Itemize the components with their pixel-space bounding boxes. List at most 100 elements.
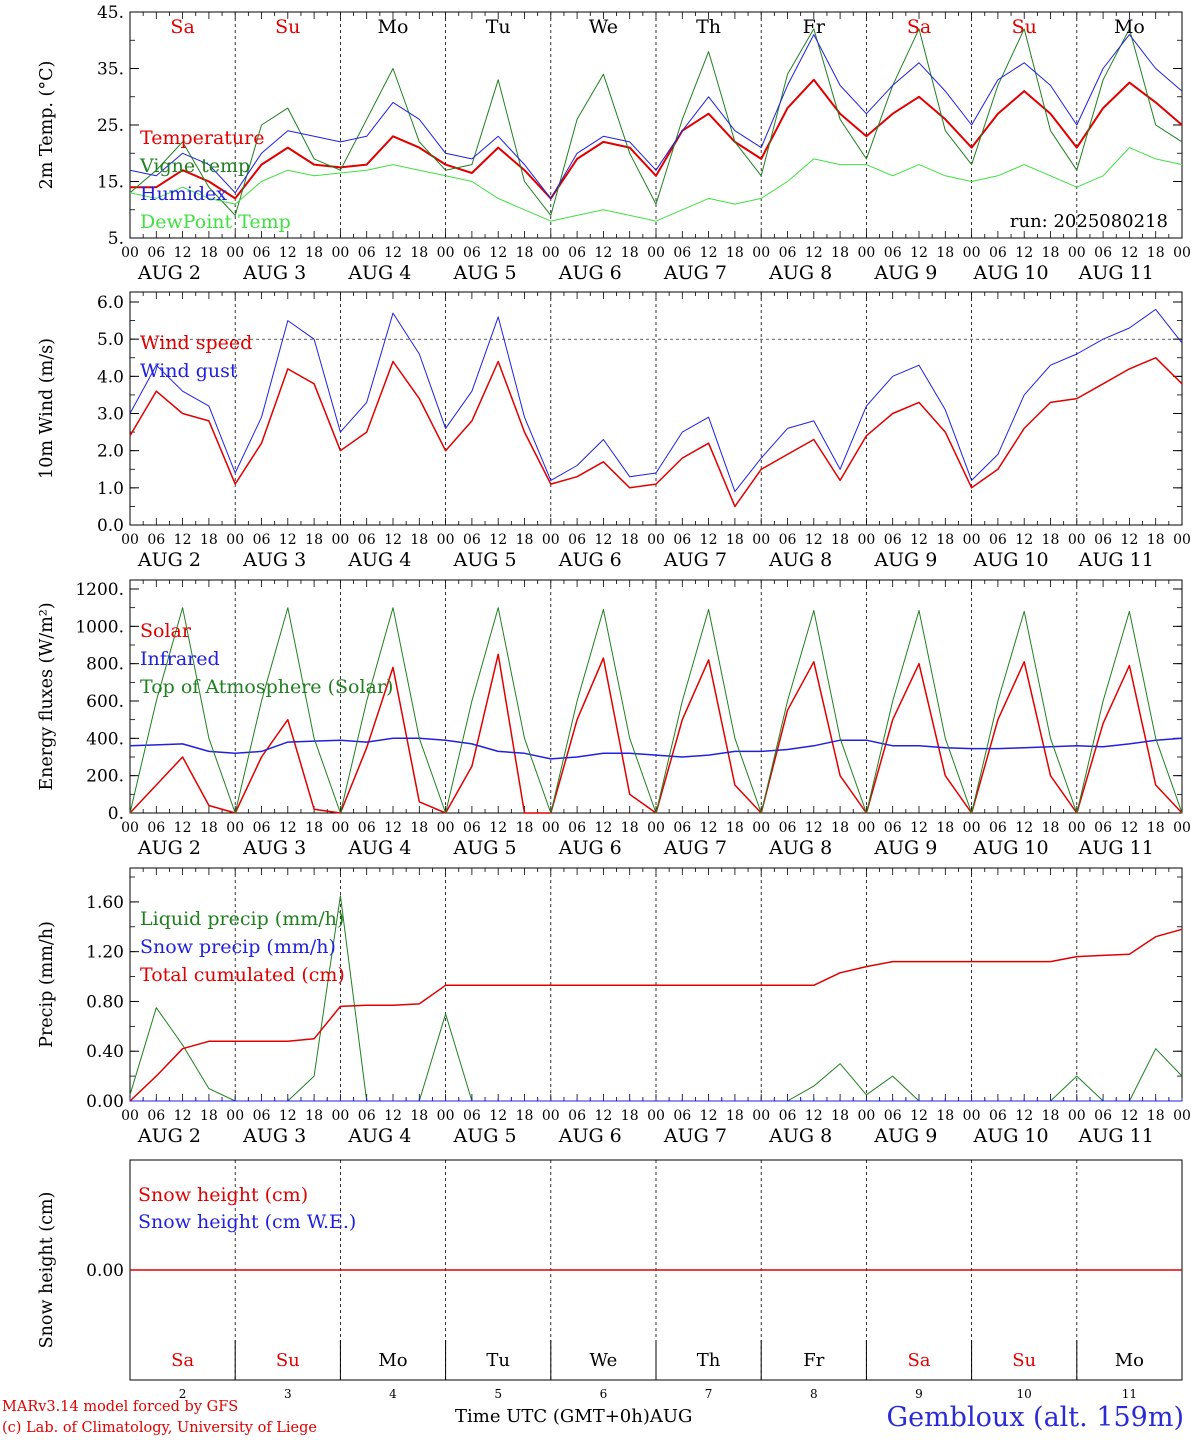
legend-entry: Snow height (cm) bbox=[138, 1184, 308, 1206]
series-line-temperature bbox=[130, 78, 1183, 200]
y-axis-label: 2m Temp. (°C) bbox=[37, 61, 57, 190]
hour-tick-label: 18 bbox=[726, 1108, 744, 1124]
hour-tick-label: 12 bbox=[1015, 245, 1033, 261]
hour-tick-label: 06 bbox=[673, 1108, 691, 1124]
bottom-day-number: 5 bbox=[494, 1387, 502, 1401]
hour-tick-label: 00 bbox=[121, 1108, 139, 1124]
hour-tick-label: 06 bbox=[884, 1108, 902, 1124]
day-name-label: Sa bbox=[170, 16, 194, 38]
hour-tick-label: 06 bbox=[989, 820, 1007, 836]
hour-tick-label: 00 bbox=[752, 1108, 770, 1124]
hour-tick-label: 00 bbox=[857, 820, 875, 836]
hour-tick-label: 06 bbox=[463, 532, 481, 548]
hour-tick-label: 18 bbox=[410, 245, 428, 261]
legend-entry: Liquid precip (mm/h) bbox=[140, 908, 344, 930]
legend-entry: Humidex bbox=[140, 183, 227, 205]
y-tick-label: 1.20 bbox=[86, 943, 124, 963]
hour-tick-label: 00 bbox=[121, 532, 139, 548]
hour-tick-label: 00 bbox=[647, 820, 665, 836]
date-label: AUG 9 bbox=[873, 262, 937, 284]
bottom-day-number: 9 bbox=[915, 1387, 923, 1401]
hour-tick-label: 00 bbox=[226, 245, 244, 261]
hour-tick-label: 12 bbox=[384, 1108, 402, 1124]
hour-tick-label: 12 bbox=[489, 532, 507, 548]
day-name-label: Su bbox=[1012, 16, 1037, 38]
hour-tick-label: 00 bbox=[331, 1108, 349, 1124]
panel-precip: 1.60 1.20 0.80 0.40 0.00 Precip (mm/h) Liquid … bbox=[37, 867, 1191, 1147]
date-label: AUG 5 bbox=[453, 262, 517, 284]
hour-tick-label: 00 bbox=[1173, 245, 1191, 261]
date-label: AUG 9 bbox=[873, 1125, 937, 1147]
hour-tick-label: 00 bbox=[226, 1108, 244, 1124]
hour-tick-label: 12 bbox=[700, 245, 718, 261]
hour-tick-label: 06 bbox=[253, 532, 271, 548]
hour-tick-label: 18 bbox=[936, 245, 954, 261]
hour-tick-label: 18 bbox=[936, 820, 954, 836]
date-label: AUG 7 bbox=[663, 837, 727, 859]
y-tick-label: 0. bbox=[108, 804, 124, 824]
hour-tick-label: 12 bbox=[1120, 532, 1138, 548]
hour-tick-label: 12 bbox=[279, 532, 297, 548]
date-label: AUG 2 bbox=[137, 262, 201, 284]
y-tick-label: 400. bbox=[86, 729, 124, 749]
bottom-day-number: 4 bbox=[389, 1387, 397, 1401]
hour-tick-label: 00 bbox=[963, 1108, 981, 1124]
y-tick-label: 4.0 bbox=[97, 367, 124, 387]
date-label: AUG 4 bbox=[347, 549, 411, 571]
y-tick-label: 6.0 bbox=[97, 293, 124, 313]
hour-tick-label: 12 bbox=[1120, 1108, 1138, 1124]
hour-tick-label: 06 bbox=[253, 1108, 271, 1124]
y-tick-label: 0.0 bbox=[97, 516, 124, 536]
hour-tick-label: 18 bbox=[726, 245, 744, 261]
series-line-wind-speed bbox=[129, 357, 1183, 508]
date-label: AUG 4 bbox=[347, 262, 411, 284]
date-label: AUG 9 bbox=[873, 837, 937, 859]
hour-tick-label: 06 bbox=[568, 245, 586, 261]
hour-tick-label: 18 bbox=[831, 245, 849, 261]
y-tick-label: 0.80 bbox=[86, 992, 124, 1012]
legend-entry: DewPoint Temp bbox=[140, 211, 291, 233]
hour-tick-label: 00 bbox=[542, 245, 560, 261]
date-label: AUG 5 bbox=[453, 837, 517, 859]
hour-tick-label: 00 bbox=[647, 532, 665, 548]
series-line-vigne-temp bbox=[129, 28, 1183, 216]
lab-credit: (c) Lab. of Climatology, University of L… bbox=[2, 1420, 317, 1436]
hour-tick-label: 06 bbox=[358, 820, 376, 836]
hour-tick-label: 00 bbox=[331, 820, 349, 836]
date-label: AUG 6 bbox=[558, 549, 622, 571]
hour-tick-label: 00 bbox=[647, 245, 665, 261]
date-label: AUG 5 bbox=[453, 549, 517, 571]
y-tick-label: 1.0 bbox=[97, 479, 124, 499]
hour-tick-label: 06 bbox=[358, 1108, 376, 1124]
hour-tick-label: 12 bbox=[1015, 1108, 1033, 1124]
hour-tick-label: 18 bbox=[305, 245, 323, 261]
hour-tick-label: 18 bbox=[516, 245, 534, 261]
hour-tick-label: 18 bbox=[1042, 1108, 1060, 1124]
hour-tick-label: 18 bbox=[200, 245, 218, 261]
legend-entry: Solar bbox=[140, 620, 192, 642]
bottom-day-name: Mo bbox=[378, 1350, 407, 1371]
panel-snow: 0.00 Snow height (cm) Snow height (cm) Snow… bbox=[37, 1159, 1183, 1401]
y-tick-label: 5. bbox=[108, 229, 124, 249]
panel-wind: 6.0 5.0 4.0 3.0 2.0 1.0 0.0 10m Wind (m/s) Wind … bbox=[37, 291, 1191, 571]
hour-tick-label: 06 bbox=[147, 245, 165, 261]
y-tick-label: 200. bbox=[86, 767, 124, 787]
hour-tick-label: 18 bbox=[1042, 820, 1060, 836]
hour-tick-label: 18 bbox=[1042, 245, 1060, 261]
y-axis-label: Snow height (cm) bbox=[37, 1192, 57, 1349]
date-label: AUG 10 bbox=[972, 549, 1048, 571]
time-axis-title: Time UTC (GMT+0h)AUG bbox=[455, 1406, 693, 1427]
hour-tick-label: 12 bbox=[1120, 820, 1138, 836]
hour-tick-label: 06 bbox=[1094, 245, 1112, 261]
y-tick-label: 0.00 bbox=[86, 1092, 124, 1112]
date-label: AUG 3 bbox=[242, 837, 306, 859]
hour-tick-label: 00 bbox=[542, 532, 560, 548]
hour-tick-label: 12 bbox=[805, 1108, 823, 1124]
bottom-day-name: Su bbox=[276, 1350, 300, 1371]
hour-tick-label: 00 bbox=[437, 1108, 455, 1124]
date-label: AUG 5 bbox=[453, 1125, 517, 1147]
date-label: AUG 11 bbox=[1078, 262, 1154, 284]
hour-tick-label: 06 bbox=[884, 532, 902, 548]
y-tick-label: 1000. bbox=[75, 617, 124, 637]
